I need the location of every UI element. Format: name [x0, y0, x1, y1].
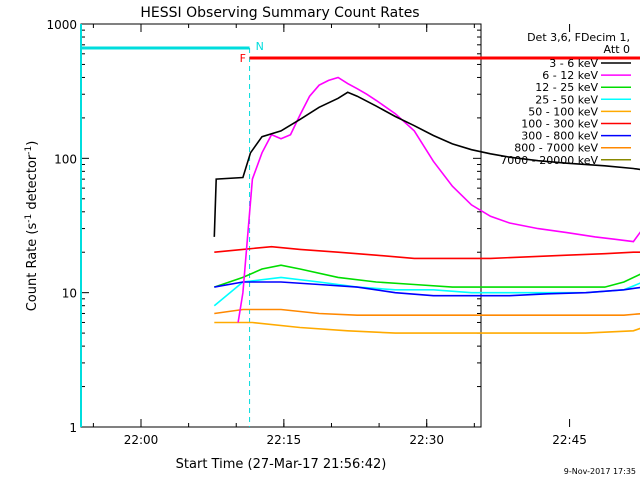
series-line [213, 91, 640, 237]
x-tick-label: 22:00 [124, 433, 159, 447]
x-tick-label: 22:15 [267, 433, 302, 447]
legend-label: 300 - 800 keV [521, 130, 598, 143]
series-line [214, 281, 640, 297]
series-line [237, 76, 640, 323]
y-axis-tick-labels: 1 10 100 1000 [46, 18, 77, 435]
y-tick-label: 1000 [46, 18, 77, 32]
legend-label: 6 - 12 keV [542, 69, 598, 82]
legend-header-line-2: Att 0 [604, 43, 630, 56]
legend-label: 7000 - 20000 keV [500, 154, 598, 167]
legend-label: 100 - 300 keV [521, 118, 598, 131]
observing-markers: NFS [80, 24, 640, 427]
legend-label: 800 - 7000 keV [514, 142, 598, 155]
y-tick-label: 100 [54, 152, 77, 166]
legend-label: 12 - 25 keV [535, 81, 598, 94]
y-tick-label: 10 [62, 287, 77, 301]
legend-label: 50 - 100 keV [528, 105, 598, 118]
flare-marker-label: F [240, 52, 246, 65]
series-line [214, 321, 640, 334]
x-axis-label: Start Time (27-Mar-17 21:56:42) [176, 457, 387, 472]
y-axis-label: Count Rate (s-1 detector-1) [24, 141, 40, 312]
x-tick-label: 22:30 [409, 433, 444, 447]
y-tick-label: 1 [69, 421, 77, 435]
legend-header-line-1: Det 3,6, FDecim 1, [527, 31, 630, 44]
legend-label: 25 - 50 keV [535, 93, 598, 106]
plot-area [80, 23, 482, 428]
x-tick-label: 22:45 [552, 433, 587, 447]
series-line [214, 245, 640, 260]
chart-title: HESSI Observing Summary Count Rates [140, 5, 419, 21]
series-line [214, 264, 640, 288]
data-series [213, 76, 640, 334]
date-stamp: 9-Nov-2017 17:35 [564, 467, 636, 476]
series-line [214, 308, 640, 317]
night-marker-label: N [256, 40, 264, 53]
legend-label: 3 - 6 keV [549, 57, 598, 70]
